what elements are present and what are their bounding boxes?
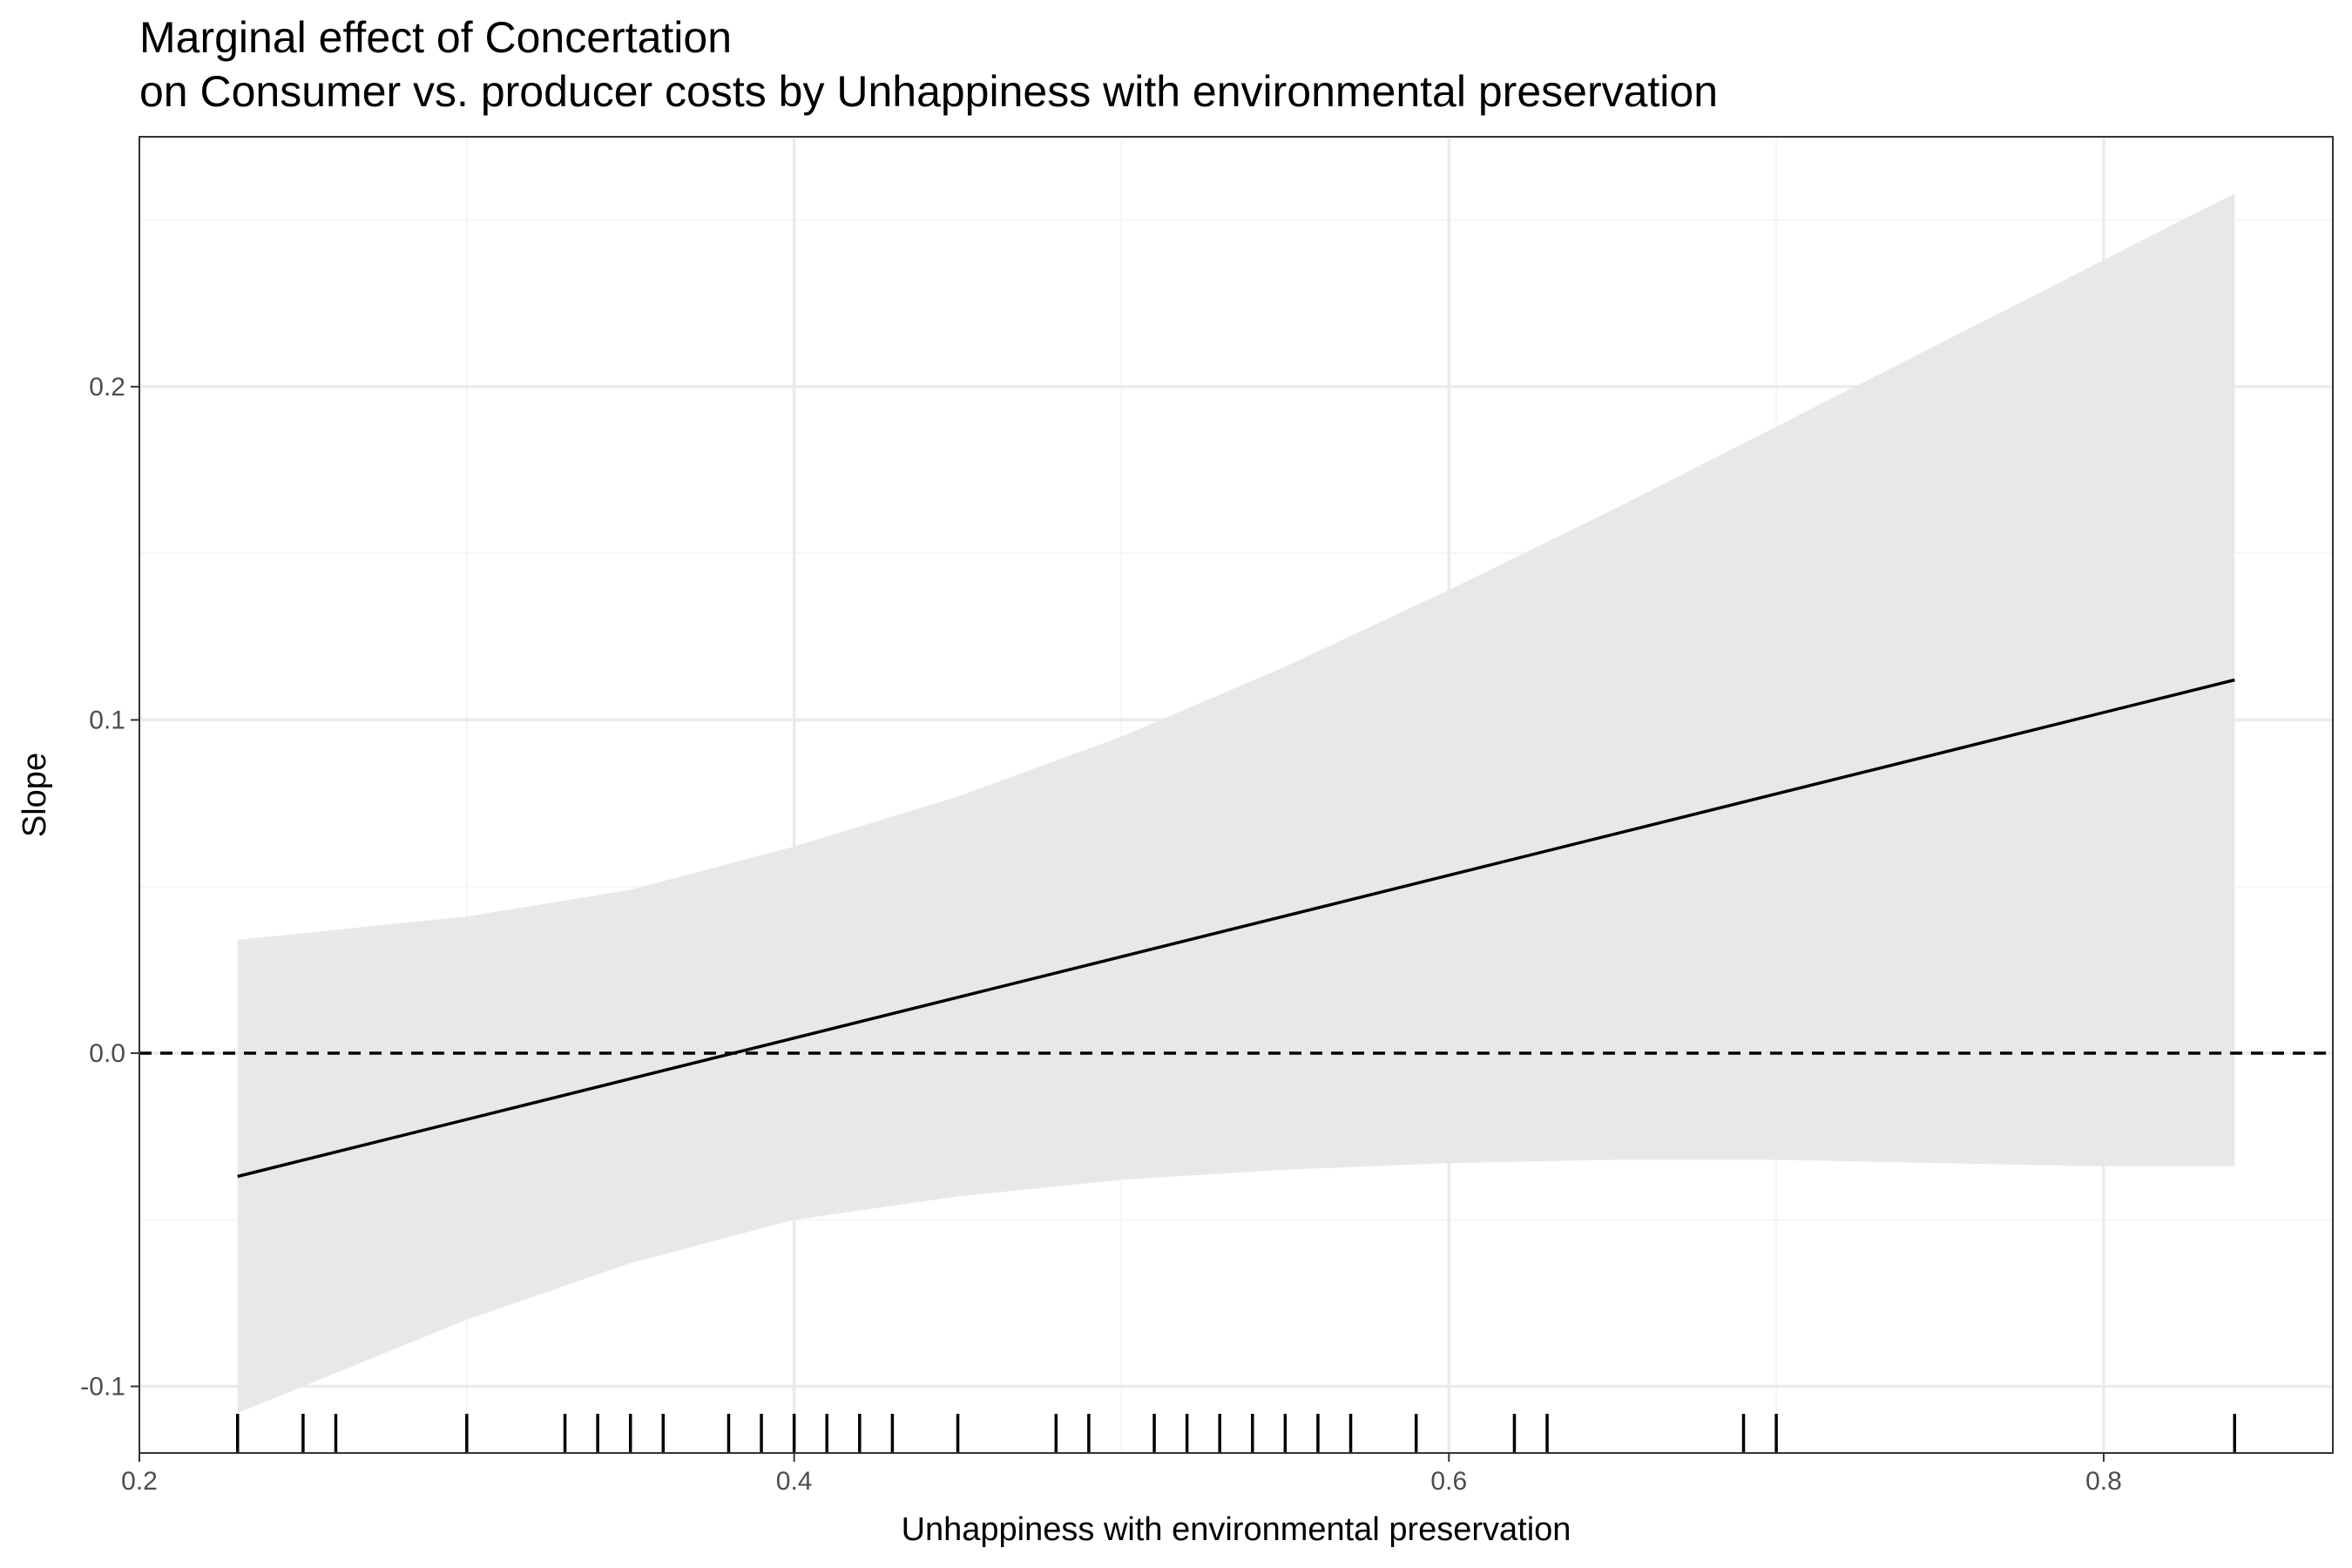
chart-title: Marginal effect of Concertation bbox=[139, 13, 733, 62]
x-axis-title: Unhappiness with environmental preservat… bbox=[902, 1511, 1571, 1548]
x-tick-label: 0.4 bbox=[776, 1467, 813, 1496]
x-tick-label: 0.2 bbox=[121, 1467, 158, 1496]
panel-border bbox=[139, 136, 2334, 1454]
chart-title-block: Marginal effect of Concertation on Consu… bbox=[139, 10, 1718, 118]
x-tick-label: 0.6 bbox=[1430, 1467, 1467, 1496]
slope-line bbox=[237, 678, 2235, 1179]
y-axis-title: Slope bbox=[17, 753, 53, 837]
x-tick-label: 0.8 bbox=[2085, 1467, 2122, 1496]
confidence-band bbox=[237, 193, 2235, 1414]
axes-layer: 0.2 0.4 0.6 0.8 -0.1 0.0 0.1 0.2 bbox=[80, 373, 2121, 1496]
y-tick-label: 0.2 bbox=[89, 373, 125, 402]
y-tick-label: 0.0 bbox=[89, 1039, 125, 1068]
rug-layer bbox=[235, 1414, 2237, 1453]
chart-subtitle: on Consumer vs. producer costs by Unhapp… bbox=[139, 67, 1719, 116]
y-tick-label: -0.1 bbox=[80, 1372, 125, 1401]
confidence-band-layer bbox=[237, 193, 2235, 1414]
y-tick-label: 0.1 bbox=[89, 706, 125, 734]
slope-line-layer bbox=[237, 678, 2235, 1179]
